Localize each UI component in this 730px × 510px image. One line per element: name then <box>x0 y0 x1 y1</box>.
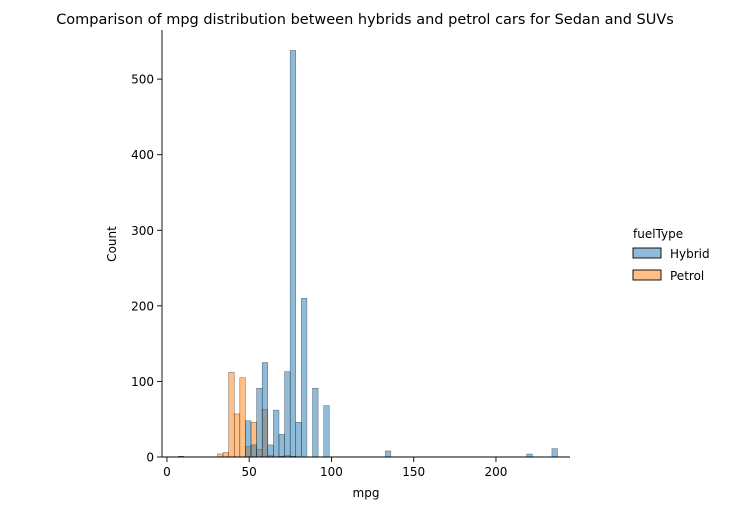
bar-hybrid-12 <box>312 387 319 458</box>
bar-petrol-2 <box>228 372 235 458</box>
bar-hybrid-5 <box>267 444 274 458</box>
legend-label-petrol: Petrol <box>670 269 704 283</box>
bar-hybrid-8 <box>284 371 291 458</box>
x-tick-label: 150 <box>402 465 425 479</box>
x-tick-label: 0 <box>163 465 171 479</box>
legend-swatch-petrol <box>632 269 662 281</box>
y-tick-label: 100 <box>131 375 154 389</box>
legend: fuelType Hybrid Petrol <box>632 227 710 283</box>
legend-swatch-hybrid <box>632 247 662 259</box>
y-axis-label: Count <box>105 226 119 262</box>
y-tick-label: 300 <box>131 224 154 238</box>
x-tick-label: 100 <box>320 465 343 479</box>
bar-hybrid-16 <box>551 448 558 458</box>
y-tick-label: 400 <box>131 148 154 162</box>
bar-petrol-1 <box>222 452 229 458</box>
bar-petrol-3 <box>233 413 241 458</box>
bar-hybrid-14 <box>385 450 392 458</box>
bar-hybrid-4 <box>261 362 269 458</box>
y-tick-label: 0 <box>146 451 154 465</box>
bar-hybrid-6 <box>273 409 280 458</box>
y-ticks-group: 0 100 200 300 400 500 <box>131 73 162 465</box>
bar-hybrid-13 <box>323 405 330 458</box>
bar-hybrid-10 <box>295 421 302 458</box>
bar-hybrid-1 <box>245 420 252 458</box>
x-tick-label: 50 <box>242 465 257 479</box>
bar-hybrid-2 <box>250 444 257 458</box>
chart-title: Comparison of mpg distribution between h… <box>56 12 674 28</box>
bar-hybrid-15 <box>526 453 533 458</box>
bar-hybrid-3 <box>256 387 263 458</box>
bar-petrol-4 <box>239 377 246 458</box>
bars-group <box>178 50 558 458</box>
x-tick-label: 200 <box>485 465 508 479</box>
axes-group <box>161 30 570 458</box>
bar-hybrid-7 <box>278 434 285 458</box>
legend-label-hybrid: Hybrid <box>670 247 710 261</box>
bar-hybrid-9 <box>289 50 297 458</box>
bar-petrol-0 <box>217 453 224 458</box>
bar-hybrid-11 <box>301 298 308 458</box>
x-axis-label: mpg <box>353 486 380 500</box>
legend-title: fuelType <box>633 227 683 241</box>
y-tick-label: 200 <box>131 299 154 313</box>
x-ticks-group: 0 50 100 150 200 <box>163 457 507 479</box>
y-tick-label: 500 <box>131 73 154 87</box>
